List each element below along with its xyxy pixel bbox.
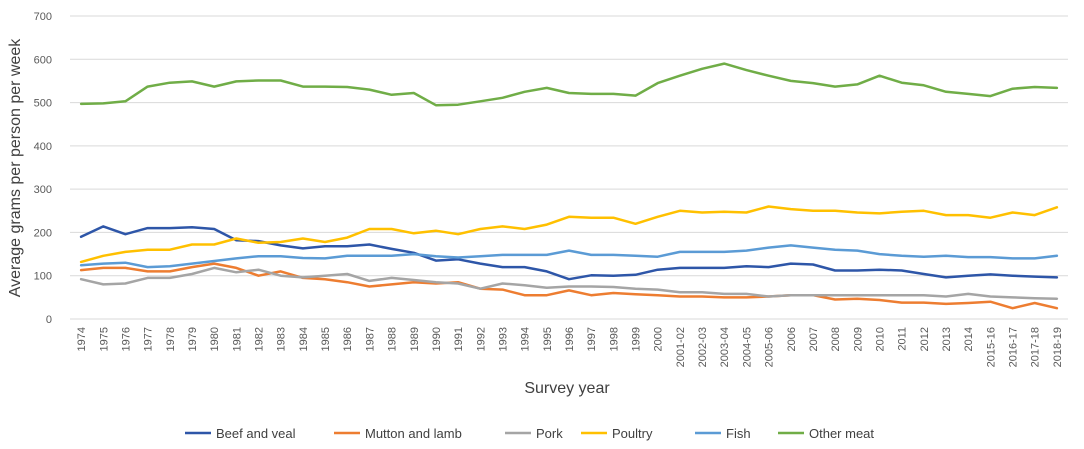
x-tick-label: 2015-16 <box>985 327 997 367</box>
x-tick-label: 1980 <box>209 327 221 351</box>
y-axis-title: Average grams per person per week <box>7 38 24 298</box>
series-lines <box>79 62 1059 310</box>
x-tick-label: 1989 <box>409 327 421 351</box>
x-tick-label: 2018-19 <box>1052 327 1064 367</box>
x-tick-label: 1993 <box>497 327 509 351</box>
x-tick-label: 1981 <box>231 327 243 351</box>
series-line-other-meat <box>79 62 1059 107</box>
y-tick-label: 300 <box>34 184 52 196</box>
x-tick-label: 1995 <box>542 327 554 351</box>
x-tick-label: 1986 <box>342 327 354 351</box>
x-tick-label: 2009 <box>852 327 864 351</box>
x-tick-label: 1984 <box>298 327 310 351</box>
legend-label: Beef and veal <box>216 426 296 441</box>
x-tick-label: 1994 <box>520 327 532 351</box>
x-tick-label: 1998 <box>608 327 620 351</box>
x-tick-label: 1999 <box>631 327 643 351</box>
x-tick-label: 1988 <box>387 327 399 351</box>
legend-label: Pork <box>536 426 563 441</box>
legend-label: Poultry <box>612 426 653 441</box>
x-tick-label: 2003-04 <box>719 327 731 367</box>
x-tick-label: 2006 <box>786 327 798 351</box>
x-tick-label: 2013 <box>941 327 953 351</box>
x-tick-label: 1976 <box>120 327 132 351</box>
y-tick-label: 500 <box>34 98 52 110</box>
x-tick-label: 2000 <box>653 327 665 351</box>
x-tick-label: 2001-02 <box>675 327 687 367</box>
x-tick-label: 2004-05 <box>741 327 753 367</box>
x-tick-label: 2010 <box>874 327 886 351</box>
x-tick-label: 1987 <box>364 327 376 351</box>
x-tick-label: 1992 <box>475 327 487 351</box>
gridlines <box>70 15 1068 277</box>
x-tick-label: 2014 <box>963 327 975 351</box>
series-line-fish <box>79 244 1059 269</box>
x-tick-label: 2007 <box>808 327 820 351</box>
y-tick-label: 0 <box>46 314 52 326</box>
x-tick-label: 1985 <box>320 327 332 351</box>
x-tick-label: 2017-18 <box>1030 327 1042 367</box>
x-tick-label: 1983 <box>276 327 288 351</box>
series-line-poultry <box>79 205 1059 264</box>
y-tick-label: 400 <box>34 141 52 153</box>
x-tick-label: 2005-06 <box>764 327 776 367</box>
x-axis-ticks: 1974 1975 1976 1977 1978 1979 1980 1981 1982 1983… <box>76 327 1064 367</box>
x-tick-label: 1982 <box>254 327 266 351</box>
x-tick-label: 1990 <box>431 327 443 351</box>
legend: Beef and veal Mutton and lamb Pork Poultry F… <box>185 426 874 441</box>
y-tick-label: 700 <box>34 11 52 23</box>
y-axis-ticks: 0 100 200 300 400 500 600 700 <box>34 11 52 326</box>
x-tick-label: 1977 <box>143 327 155 351</box>
legend-label: Fish <box>726 426 751 441</box>
x-tick-label: 1997 <box>586 327 598 351</box>
x-tick-label: 2016-17 <box>1008 327 1020 367</box>
y-tick-label: 100 <box>34 271 52 283</box>
x-tick-label: 2008 <box>830 327 842 351</box>
legend-label: Mutton and lamb <box>365 426 462 441</box>
x-tick-label: 1975 <box>98 327 110 351</box>
series-line-pork <box>79 266 1059 300</box>
x-axis-title: Survey year <box>524 380 610 397</box>
x-tick-label: 2012 <box>919 327 931 351</box>
x-tick-label: 1979 <box>187 327 199 351</box>
x-tick-label: 2002-03 <box>697 327 709 367</box>
x-tick-label: 1996 <box>564 327 576 351</box>
x-tick-label: 1978 <box>165 327 177 351</box>
legend-label: Other meat <box>809 426 874 441</box>
x-tick-label: 1974 <box>76 327 88 351</box>
x-tick-label: 2011 <box>897 327 909 351</box>
y-tick-label: 200 <box>34 227 52 239</box>
x-tick-label: 1991 <box>453 327 465 351</box>
y-tick-label: 600 <box>34 54 52 66</box>
